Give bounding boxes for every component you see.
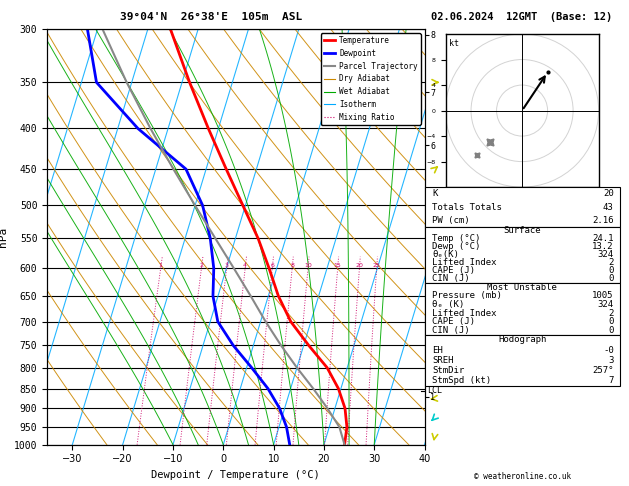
Text: 3: 3 <box>608 356 614 365</box>
Text: 0: 0 <box>608 326 614 335</box>
Text: 3: 3 <box>225 263 228 268</box>
Text: CIN (J): CIN (J) <box>432 326 470 335</box>
Text: 2: 2 <box>608 309 614 318</box>
Text: 8: 8 <box>290 263 294 268</box>
Text: 24.1: 24.1 <box>593 234 614 243</box>
Text: 43: 43 <box>603 203 614 211</box>
Text: Most Unstable: Most Unstable <box>487 283 557 292</box>
Text: 0: 0 <box>608 317 614 327</box>
Text: Pressure (mb): Pressure (mb) <box>432 291 502 300</box>
Text: 15: 15 <box>334 263 342 268</box>
Text: -0: -0 <box>603 346 614 355</box>
Text: 20: 20 <box>355 263 364 268</box>
Text: 324: 324 <box>598 300 614 309</box>
Text: 25: 25 <box>373 263 381 268</box>
Text: 257°: 257° <box>593 366 614 375</box>
Text: StmSpd (kt): StmSpd (kt) <box>432 376 491 385</box>
Text: 13.2: 13.2 <box>593 243 614 251</box>
Text: LCL: LCL <box>427 386 442 395</box>
Text: 2: 2 <box>608 259 614 267</box>
Text: 02.06.2024  12GMT  (Base: 12): 02.06.2024 12GMT (Base: 12) <box>431 12 613 22</box>
Text: Lifted Index: Lifted Index <box>432 259 497 267</box>
Text: 20: 20 <box>603 189 614 198</box>
Text: 0: 0 <box>608 266 614 276</box>
Text: 7: 7 <box>608 376 614 385</box>
Text: 6: 6 <box>270 263 274 268</box>
Text: θₑ (K): θₑ (K) <box>432 300 465 309</box>
Text: 1: 1 <box>159 263 163 268</box>
Text: PW (cm): PW (cm) <box>432 216 470 225</box>
Text: θₑ(K): θₑ(K) <box>432 250 459 260</box>
Text: StmDir: StmDir <box>432 366 465 375</box>
Text: Surface: Surface <box>503 226 541 235</box>
Text: 1005: 1005 <box>593 291 614 300</box>
Text: 0: 0 <box>608 275 614 283</box>
Text: 39°04'N  26°38'E  105m  ASL: 39°04'N 26°38'E 105m ASL <box>120 12 302 22</box>
Y-axis label: hPa: hPa <box>0 227 8 247</box>
Legend: Temperature, Dewpoint, Parcel Trajectory, Dry Adiabat, Wet Adiabat, Isotherm, Mi: Temperature, Dewpoint, Parcel Trajectory… <box>321 33 421 125</box>
Text: 4: 4 <box>243 263 247 268</box>
Text: EH: EH <box>432 346 443 355</box>
Text: kt: kt <box>448 38 459 48</box>
Text: Mixing Ratio (g/kg): Mixing Ratio (g/kg) <box>443 194 452 282</box>
Text: CAPE (J): CAPE (J) <box>432 317 476 327</box>
Text: SREH: SREH <box>432 356 454 365</box>
Y-axis label: km
ASL: km ASL <box>444 227 459 246</box>
Text: Totals Totals: Totals Totals <box>432 203 502 211</box>
Text: Dewp (°C): Dewp (°C) <box>432 243 481 251</box>
Text: © weatheronline.co.uk: © weatheronline.co.uk <box>474 472 571 481</box>
Text: CAPE (J): CAPE (J) <box>432 266 476 276</box>
Text: Temp (°C): Temp (°C) <box>432 234 481 243</box>
Text: 10: 10 <box>304 263 312 268</box>
Text: CIN (J): CIN (J) <box>432 275 470 283</box>
Text: 2.16: 2.16 <box>593 216 614 225</box>
X-axis label: Dewpoint / Temperature (°C): Dewpoint / Temperature (°C) <box>152 470 320 480</box>
Text: Lifted Index: Lifted Index <box>432 309 497 318</box>
Text: K: K <box>432 189 438 198</box>
Text: 2: 2 <box>199 263 203 268</box>
Text: 324: 324 <box>598 250 614 260</box>
Text: Hodograph: Hodograph <box>498 335 546 345</box>
